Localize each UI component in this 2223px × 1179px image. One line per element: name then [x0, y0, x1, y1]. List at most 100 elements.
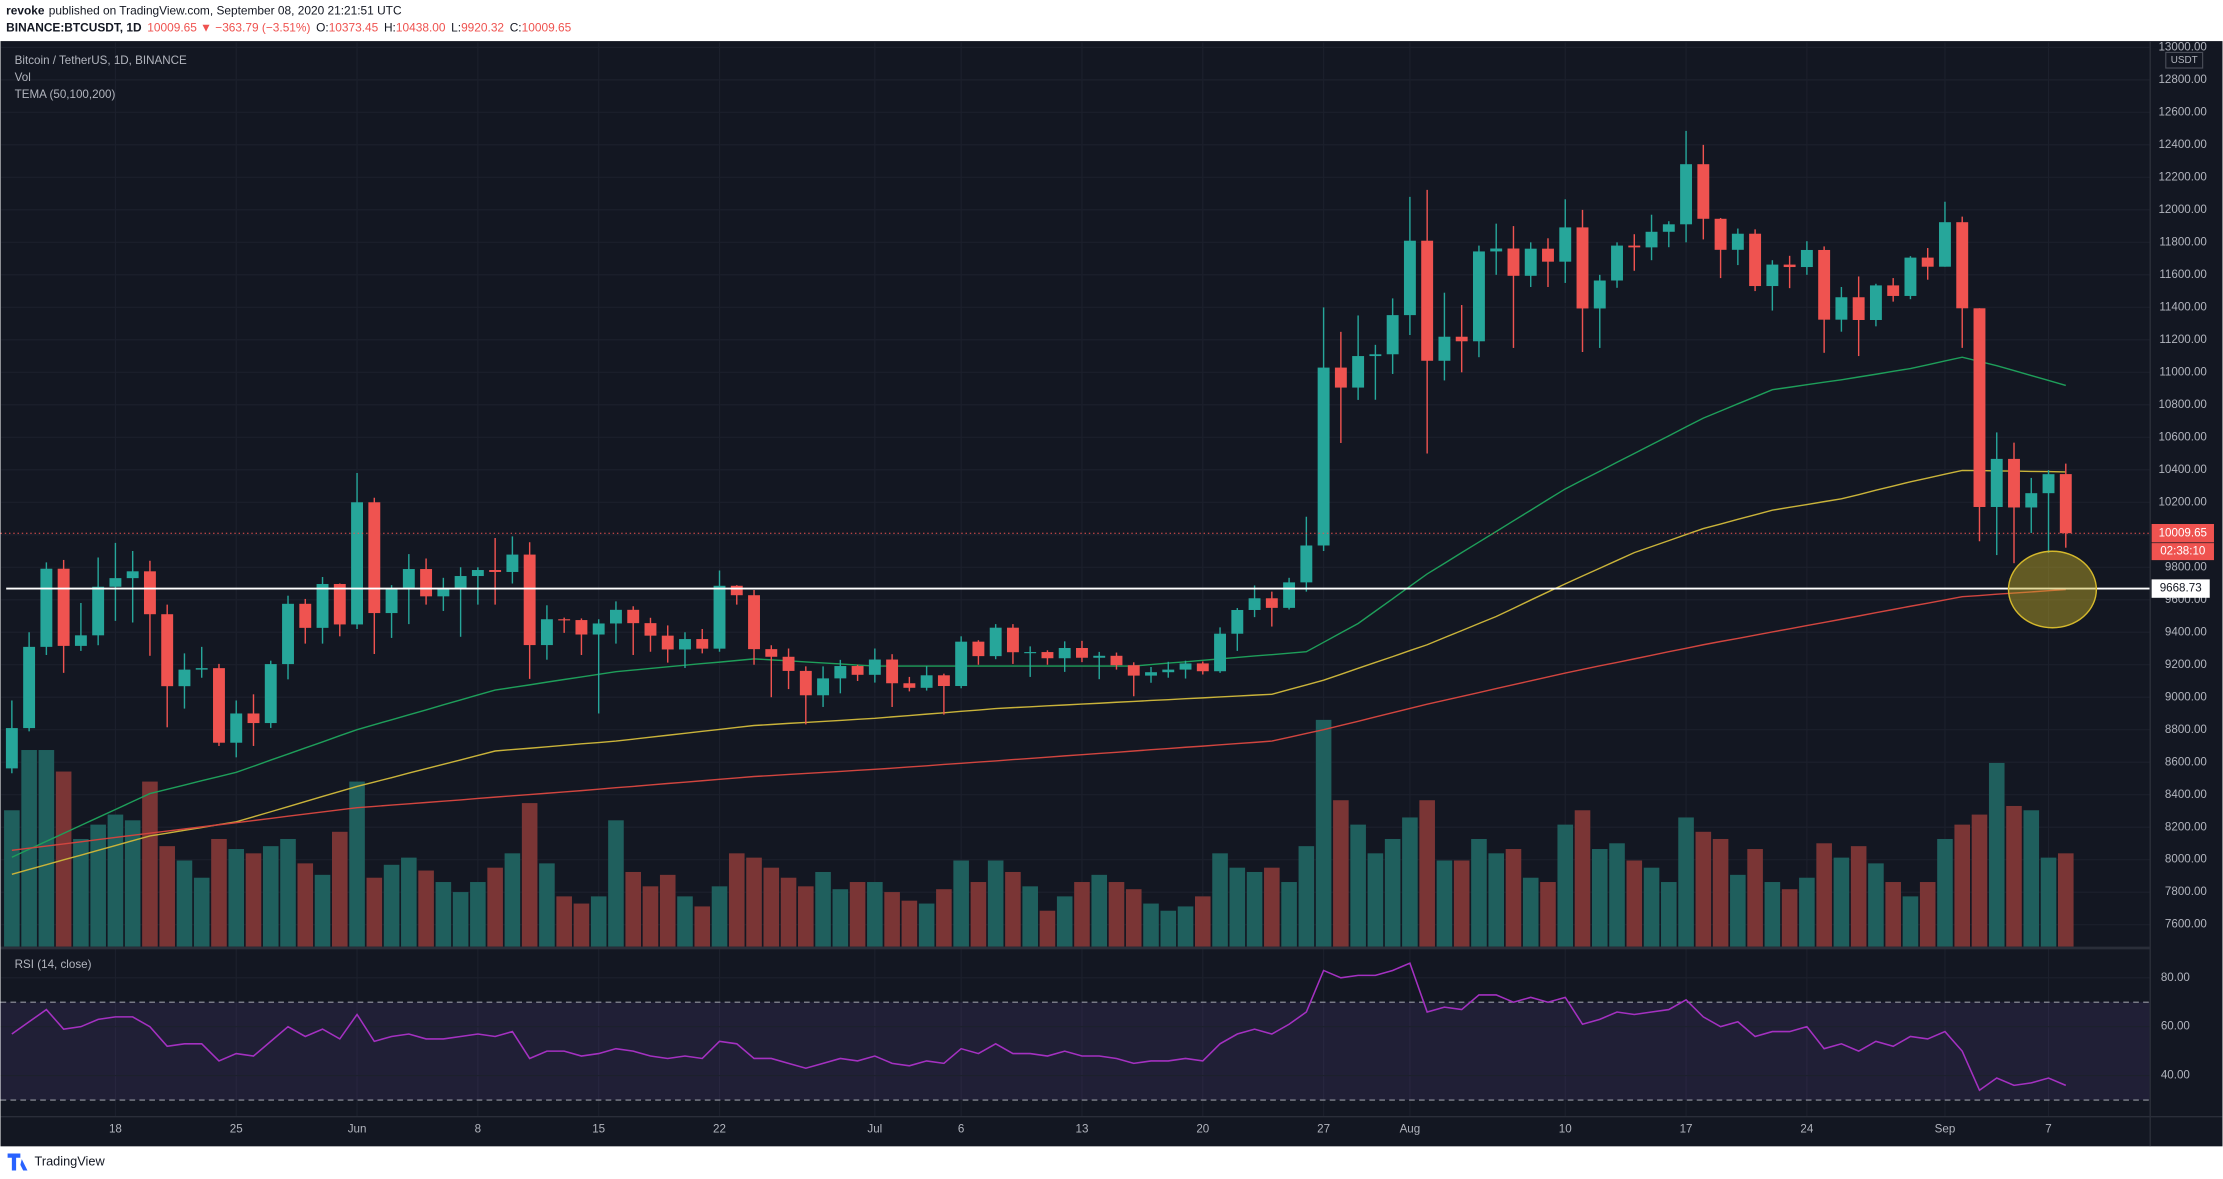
y-tick-label: 9800.00 — [2165, 560, 2207, 573]
candle-body — [1973, 308, 1986, 507]
candle-body — [247, 713, 260, 724]
volume-bar — [1005, 871, 1021, 947]
volume-bar — [1764, 882, 1781, 947]
volume-bar — [124, 820, 141, 947]
volume-bar — [1868, 863, 1884, 947]
volume-bar — [1678, 817, 1694, 947]
x-tick-label: 13 — [1076, 1122, 1089, 1135]
y-tick-label: 9000.00 — [2165, 690, 2207, 703]
candle-body — [161, 614, 174, 687]
candle-body — [420, 569, 433, 597]
volume-bar — [832, 889, 849, 947]
candle-body — [1300, 545, 1313, 583]
candle-body — [1749, 233, 1762, 287]
y-tick-label: 11200.00 — [2159, 333, 2207, 346]
quote-key: L: — [451, 20, 461, 34]
last-price-tag — [2151, 523, 2214, 543]
volume-bar — [1954, 824, 1971, 947]
volume-bar — [1816, 843, 1832, 947]
volume-bar — [297, 863, 314, 947]
candle-body — [1006, 627, 1019, 653]
candle-body — [264, 664, 277, 724]
volume-bar — [1074, 882, 1090, 947]
y-tick-label: 10400.00 — [2158, 463, 2206, 476]
candle-body — [592, 623, 605, 635]
volume-bar — [1919, 882, 1936, 947]
volume-bar — [1453, 860, 1470, 947]
volume-bar — [349, 781, 365, 947]
rsi-band-fill — [0, 1002, 2151, 1101]
y-tick-label: 10800.00 — [2158, 398, 2206, 411]
x-tick-label: 24 — [1800, 1122, 1813, 1135]
candle-body — [316, 583, 329, 628]
highlight-circle — [2007, 550, 2098, 629]
volume-bar — [1799, 877, 1815, 947]
volume-bar — [849, 882, 866, 947]
rsi-tick-label: 40.00 — [2161, 1069, 2190, 1082]
candle-body — [437, 589, 450, 597]
volume-bar — [1971, 814, 1988, 947]
volume-bar — [107, 814, 124, 947]
candle-body — [851, 666, 864, 675]
candle-body — [1024, 652, 1037, 654]
candle-body — [143, 571, 156, 615]
y-tick-label: 11800.00 — [2159, 235, 2207, 248]
volume-bar — [642, 886, 659, 947]
volume-bar — [1402, 817, 1418, 947]
tema-layer — [11, 356, 2067, 1092]
y-tick-label: 10200.00 — [2158, 495, 2206, 508]
tema-legend: TEMA (50,100,200) — [15, 88, 116, 101]
price-change: 10009.65 ▼ −363.79 (−3.51%) — [147, 20, 310, 34]
volume-bar — [746, 857, 762, 947]
volume-bar — [1505, 849, 1522, 947]
candle-body — [1680, 164, 1693, 225]
volume-legend: Vol — [15, 71, 31, 84]
volume-bar — [1264, 867, 1280, 947]
candle-body — [627, 609, 640, 624]
candle-body — [1904, 257, 1917, 296]
y-tick-label: 11000.00 — [2159, 365, 2207, 378]
volume-bar — [90, 824, 106, 947]
candle-body — [696, 639, 709, 649]
rsi-line — [11, 962, 2067, 1092]
x-tick-label: 8 — [475, 1122, 481, 1135]
volume-bar — [1643, 867, 1660, 947]
volume-bar — [1436, 860, 1453, 947]
volume-bar — [1212, 853, 1228, 947]
volume-bar — [418, 870, 434, 947]
volume-bar — [798, 886, 814, 947]
candle-body — [1421, 240, 1434, 361]
candle-body — [1939, 222, 1951, 267]
rsi-tick-label: 60.00 — [2161, 1020, 2190, 1033]
volume-bar — [1988, 762, 2005, 947]
overlay-layer — [0, 532, 2151, 590]
volume-bar — [1229, 867, 1246, 947]
y-tick-label: 8000.00 — [2165, 853, 2207, 866]
volume-layer — [4, 719, 2074, 947]
candle-body — [903, 683, 916, 688]
candle-body — [748, 595, 760, 650]
quote-key: C: — [510, 20, 522, 34]
volume-bar — [1488, 853, 1504, 947]
y-tick-label: 12800.00 — [2158, 73, 2206, 86]
chart-background — [0, 41, 2223, 1147]
candle-body — [1524, 248, 1537, 276]
candle-body — [1334, 367, 1347, 388]
volume-bar — [2023, 810, 2040, 947]
x-tick-label: 22 — [713, 1122, 726, 1135]
candle-body — [955, 641, 968, 687]
candle-body — [1352, 356, 1365, 388]
volume-bar — [366, 877, 383, 947]
volume-bar — [625, 871, 642, 947]
candle-body — [178, 669, 191, 687]
tema-line — [11, 469, 2066, 875]
volume-bar — [245, 853, 262, 947]
y-tick-label: 12400.00 — [2158, 138, 2206, 151]
volume-bar — [1609, 843, 1625, 947]
x-tick-label: Jul — [867, 1122, 882, 1135]
candle-body — [368, 502, 381, 614]
x-tick-label: 20 — [1196, 1122, 1209, 1135]
chart-title: Bitcoin / TetherUS, 1D, BINANCE — [15, 54, 187, 67]
candle-body — [1662, 224, 1675, 232]
quote-key: H: — [384, 20, 396, 34]
